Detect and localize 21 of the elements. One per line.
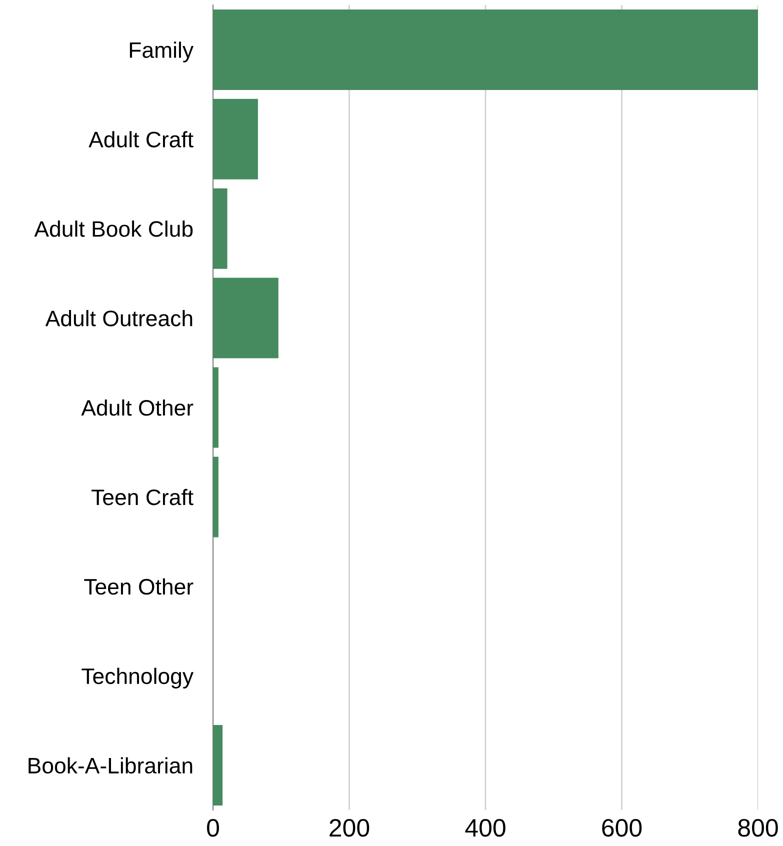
bar <box>213 278 278 358</box>
y-tick-label: Family <box>130 42 194 62</box>
y-tick-label: Technology <box>82 668 194 688</box>
bar <box>213 188 228 269</box>
x-tick-label: 200 <box>330 818 370 837</box>
x-tick-label: 800 <box>738 818 778 837</box>
y-tick-label: Book-A-Librarian <box>28 757 192 774</box>
x-tick-label: 0 <box>207 818 219 837</box>
y-tick-label: Teen Other <box>84 578 194 595</box>
bar <box>213 725 223 806</box>
bar <box>213 98 258 180</box>
y-tick-label: Adult Book Club <box>34 220 193 237</box>
bar <box>213 367 218 448</box>
y-tick-label: Adult Craft <box>88 131 194 148</box>
y-tick-label: Adult Other <box>81 399 194 416</box>
bar <box>213 456 218 538</box>
x-tick-label: 600 <box>602 818 642 837</box>
y-tick-label: Adult Outreach <box>45 310 192 326</box>
x-tick-label: 400 <box>465 818 506 837</box>
bar <box>213 9 758 90</box>
y-tick-label: Teen Craft <box>92 488 194 506</box>
